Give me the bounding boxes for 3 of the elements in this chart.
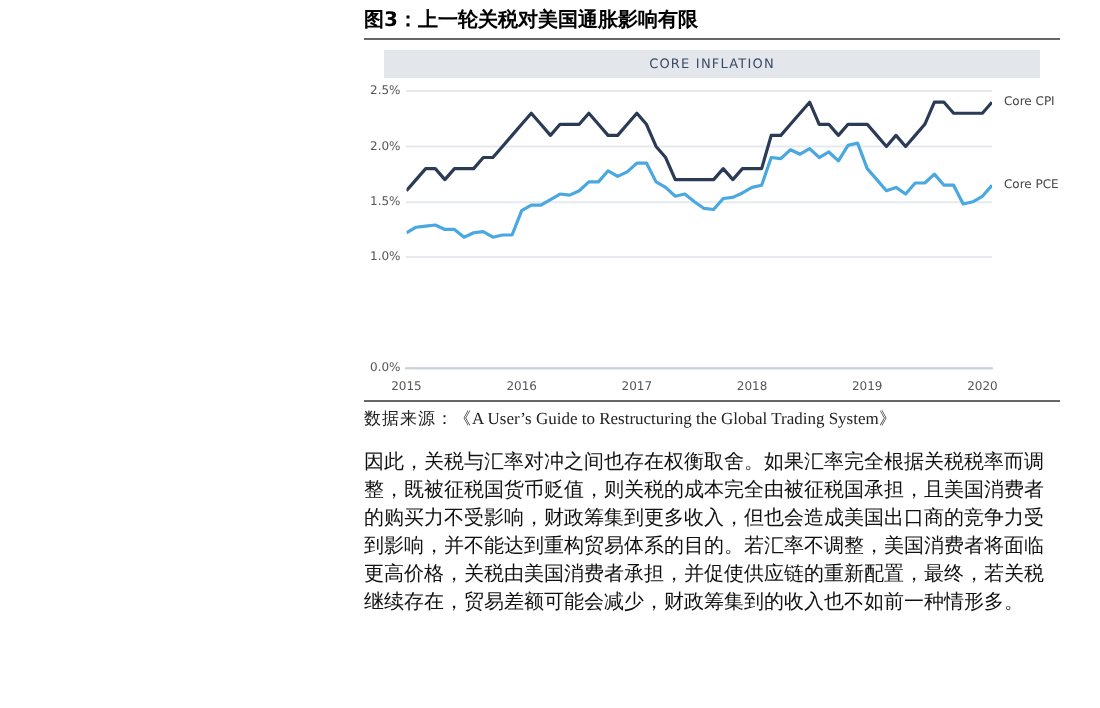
chart-title: 图3：上一轮关税对美国通胀影响有限 <box>364 6 1060 40</box>
text: 因此，关税与汇率对冲之间也存在权衡取舍。如果汇率完全根据关税税率而调整，既被征税国货币贬值，则关税的成本完全由被征税国承担，且美国消费者的购买力不受影响，财政筹集到更多收入，但也会造成美国出口商的竞争力受到影响，并不能达到重构贸易体系的目的。若汇率不调整，美国消费者将面临更高价格，关税由美国消费者承担，并促使供应链的重新配置，最终，若关税继续存在，贸易差额可能会减少，财政筹集到的收入也不如前一种情形多。 <box>364 450 1046 618</box>
source-note: 数据来源：《A User’s Guide to Restructuring the Global Trading System》 <box>364 408 899 432</box>
